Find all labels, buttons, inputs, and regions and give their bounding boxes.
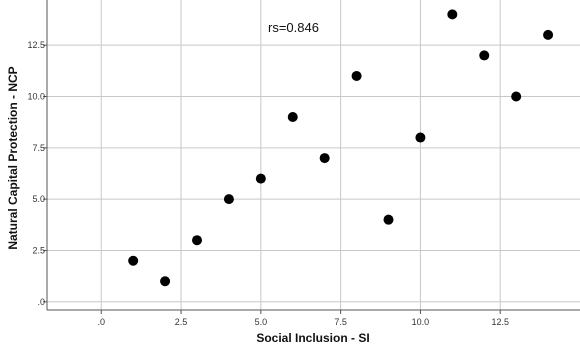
x-tick-label: 2.5 <box>175 317 188 327</box>
data-point <box>128 255 139 266</box>
y-tick-label: 12.5 <box>27 40 45 50</box>
data-point <box>160 276 171 287</box>
data-point <box>287 112 298 123</box>
data-point <box>479 50 490 61</box>
x-tick-label: 12.5 <box>491 317 509 327</box>
data-point <box>415 132 426 143</box>
y-axis-ticks: .0 2.5 5.0 7.5 10.0 12.5 <box>27 40 47 307</box>
y-tick-label: 5.0 <box>32 194 45 204</box>
x-axis-title: Social Inclusion - SI <box>256 331 369 345</box>
y-tick-label: 7.5 <box>32 143 45 153</box>
data-point <box>447 9 458 20</box>
correlation-annotation: rs=0.846 <box>268 20 319 35</box>
data-point <box>223 194 234 205</box>
x-tick-label: 10.0 <box>412 317 430 327</box>
x-tick-label: .0 <box>97 317 105 327</box>
data-point <box>351 70 362 81</box>
data-point <box>543 29 554 40</box>
data-point <box>255 173 266 184</box>
data-point <box>383 214 394 225</box>
x-tick-label: 7.5 <box>334 317 347 327</box>
y-tick-label: .0 <box>37 297 45 307</box>
data-point <box>319 153 330 164</box>
data-point <box>511 91 522 102</box>
x-axis-ticks: .0 2.5 5.0 7.5 10.0 12.5 <box>97 310 509 327</box>
y-tick-label: 10.0 <box>27 91 45 101</box>
grid-lines <box>47 0 580 310</box>
data-points <box>128 9 554 287</box>
y-axis-title: Natural Capital Protection - NCP <box>6 66 20 249</box>
data-point <box>192 235 203 246</box>
x-tick-label: 5.0 <box>255 317 268 327</box>
axes <box>46 0 580 311</box>
y-tick-label: 2.5 <box>32 245 45 255</box>
